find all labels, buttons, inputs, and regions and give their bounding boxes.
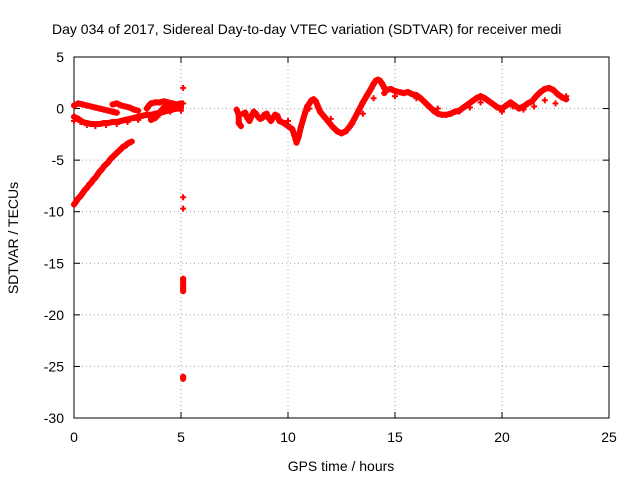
axis-ticks <box>73 56 610 419</box>
data-point <box>180 205 187 212</box>
data-point <box>180 84 187 91</box>
data-band-segment <box>558 94 570 103</box>
y-axis-title: SDTVAR / TECUs <box>5 182 21 294</box>
x-tick-label: 10 <box>280 429 296 445</box>
data-point <box>552 100 559 107</box>
y-tick-label: -25 <box>44 358 64 374</box>
y-tick-label: 5 <box>56 49 64 65</box>
y-tick-label: -10 <box>44 204 64 220</box>
data-point <box>392 93 398 100</box>
data-band-segment <box>165 103 176 112</box>
plot-frame <box>73 56 610 419</box>
x-tick-label: 5 <box>177 429 185 445</box>
y-tick-label: 0 <box>56 101 64 117</box>
data-point <box>359 110 366 117</box>
data-series-sdtvar <box>71 76 570 382</box>
y-tick-label: -30 <box>44 410 64 426</box>
x-tick-label: 20 <box>494 429 510 445</box>
grid-lines <box>74 57 609 418</box>
y-tick-label: -5 <box>52 152 65 168</box>
data-band-segment <box>379 80 388 91</box>
x-tick-label: 15 <box>387 429 403 445</box>
data-point <box>370 95 377 102</box>
data-point <box>531 103 538 110</box>
data-band-segment <box>126 138 135 146</box>
data-band-segment <box>109 108 120 116</box>
x-axis-title: GPS time / hours <box>288 458 395 474</box>
data-point <box>541 97 548 104</box>
y-axis-tick-labels: 5 0 -5 -10 -15 -20 -25 -30 <box>44 49 64 426</box>
data-band-segment <box>235 120 244 130</box>
y-tick-label: -15 <box>44 255 64 271</box>
data-band-segment <box>130 106 142 114</box>
x-tick-label: 25 <box>601 429 617 445</box>
data-point <box>180 194 187 201</box>
x-tick-label: 0 <box>70 429 78 445</box>
data-band-segment <box>173 104 184 112</box>
chart-title: Day 034 of 2017, Sidereal Day-to-day VTE… <box>52 21 561 37</box>
data-point <box>477 99 484 106</box>
y-tick-label: -20 <box>44 307 64 323</box>
x-axis-tick-labels: 0 5 10 15 20 25 <box>70 429 617 445</box>
data-band-segment <box>173 100 184 108</box>
